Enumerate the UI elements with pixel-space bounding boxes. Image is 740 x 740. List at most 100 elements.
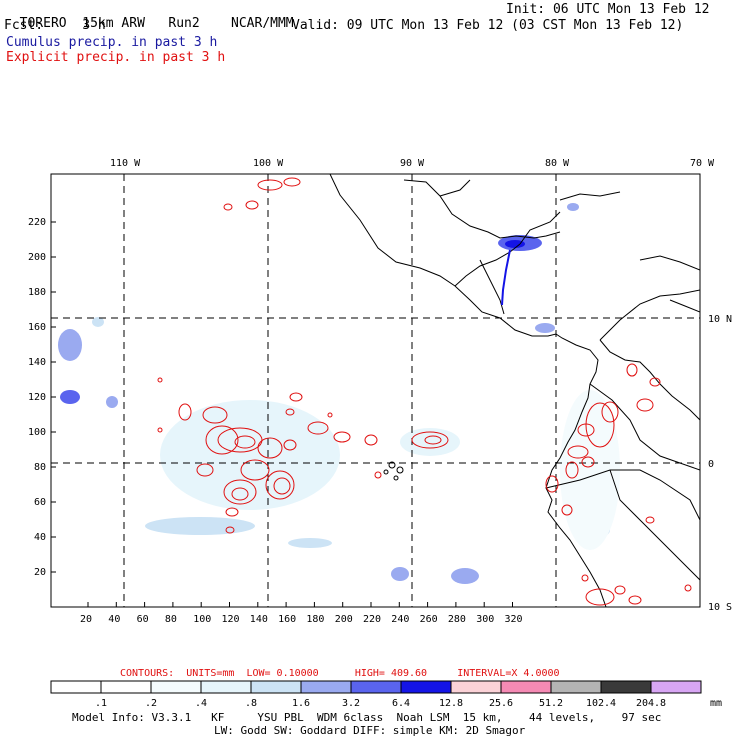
- x-tick-label: 160: [278, 614, 297, 625]
- x-tick-label: 320: [504, 614, 523, 625]
- lon-label: 100 W: [253, 158, 284, 169]
- cumulus-area: [145, 517, 255, 535]
- tick-marks: [51, 221, 513, 607]
- y-tick-label: 140: [27, 357, 46, 368]
- x-tick-label: 120: [221, 614, 240, 625]
- cumulus-area: [160, 400, 340, 510]
- cumulus-area: [505, 240, 525, 248]
- lon-label: 70 W: [690, 158, 715, 169]
- colorbar-level-label: 51.2: [538, 698, 564, 709]
- colorbar: [50, 680, 702, 694]
- y-tick-label: 60: [33, 497, 46, 508]
- colorbar-level-label: 25.6: [488, 698, 514, 709]
- colorbar-swatch: [100, 680, 152, 694]
- model-physics: LW: Godd SW: Goddard DIFF: simple KM: 2D…: [214, 724, 526, 737]
- y-tick-label: 220: [27, 217, 46, 228]
- colorbar-level-label: .2: [144, 698, 158, 709]
- lat-label: 10 S: [708, 602, 733, 613]
- contour-interval: INTERVAL=X 4.0000: [457, 668, 560, 679]
- x-tick-label: 260: [419, 614, 438, 625]
- forecast-hour: Fcst: 3 h: [4, 19, 106, 33]
- colorbar-level-label: 204.8: [635, 698, 667, 709]
- cumulus-area: [567, 203, 579, 211]
- x-tick-label: 280: [447, 614, 466, 625]
- x-tick-label: 140: [249, 614, 268, 625]
- y-tick-label: 200: [27, 252, 46, 263]
- lat-label: 0: [708, 459, 715, 470]
- colorbar-swatch: [650, 680, 702, 694]
- cumulus-area: [535, 323, 555, 333]
- init-time: Init: 06 UTC Mon 13 Feb 12: [506, 2, 710, 17]
- colorbar-swatch: [400, 680, 452, 694]
- x-tick-label: 180: [306, 614, 325, 625]
- y-tick-label: 120: [27, 392, 46, 403]
- colorbar-level-label: 12.8: [438, 698, 464, 709]
- colorbar-level-label: .8: [244, 698, 258, 709]
- y-tick-label: 180: [27, 287, 46, 298]
- x-tick-label: 220: [363, 614, 382, 625]
- y-tick-label: 20: [33, 567, 46, 578]
- y-tick-label: 40: [33, 532, 46, 543]
- colorbar-unit: mm: [709, 698, 723, 709]
- model-info: Model Info: V3.3.1 KF YSU PBL WDM 6class…: [72, 711, 662, 724]
- model-name: TORERO: [19, 16, 67, 31]
- lat-label: 10 N: [708, 314, 733, 325]
- colorbar-level-label: .4: [194, 698, 208, 709]
- colorbar-swatch: [150, 680, 202, 694]
- lon-label: 80 W: [545, 158, 570, 169]
- cumulus-area: [58, 329, 82, 361]
- colorbar-swatch: [50, 680, 102, 694]
- x-tick-label: 240: [391, 614, 410, 625]
- explicit-title: Explicit precip. in past 3 h: [6, 50, 226, 65]
- y-tick-label: 160: [27, 322, 46, 333]
- colorbar-swatch: [450, 680, 502, 694]
- contour-low: LOW= 0.10000: [246, 668, 319, 679]
- map-content: [51, 174, 700, 607]
- x-tick-label: 60: [136, 614, 149, 625]
- x-tick-label: 40: [108, 614, 121, 625]
- colorbar-swatch: [550, 680, 602, 694]
- org-label: NCAR/MMM: [231, 16, 294, 31]
- x-tick-label: 100: [193, 614, 212, 625]
- explicit-contours: [157, 177, 692, 606]
- colorbar-swatch: [500, 680, 552, 694]
- valid-time: Valid: 09 UTC Mon 13 Feb 12 (03 CST Mon …: [292, 18, 684, 33]
- run-label: Run2: [168, 16, 200, 31]
- colorbar-level-label: .1: [94, 698, 108, 709]
- colorbar-swatch: [300, 680, 352, 694]
- contour-label: CONTOURS:: [120, 668, 175, 679]
- colorbar-level-label: 102.4: [585, 698, 617, 709]
- cumulus-area: [106, 396, 118, 408]
- x-tick-label: 20: [80, 614, 93, 625]
- cumulus-area: [60, 390, 80, 404]
- cumulus-area: [391, 567, 409, 581]
- colorbar-swatch: [350, 680, 402, 694]
- cumulus-area: [451, 568, 479, 584]
- x-tick-label: 200: [334, 614, 353, 625]
- contour-units: UNITS=mm: [186, 668, 235, 679]
- contour-info: CONTOURS: UNITS=mm LOW= 0.10000 HIGH= 40…: [120, 668, 560, 679]
- resolution: 15km ARW: [82, 16, 145, 31]
- cumulus-shading: [58, 203, 620, 584]
- lat-lon-grid: [51, 174, 700, 607]
- y-tick-label: 80: [33, 462, 46, 473]
- cumulus-area: [288, 538, 332, 548]
- x-tick-label: 300: [476, 614, 495, 625]
- lon-label: 110 W: [110, 158, 141, 169]
- colorbar-level-label: 1.6: [291, 698, 311, 709]
- colorbar-swatch: [600, 680, 652, 694]
- colorbar-level-label: 6.4: [391, 698, 411, 709]
- y-tick-label: 100: [27, 427, 46, 438]
- cumulus-area: [92, 317, 104, 327]
- fcst-value: 3 h: [82, 18, 106, 33]
- colorbar-level-label: 3.2: [341, 698, 361, 709]
- fcst-label: Fcst:: [4, 18, 44, 33]
- colorbar-swatch: [200, 680, 252, 694]
- cumulus-title: Cumulus precip. in past 3 h: [6, 35, 218, 50]
- map-frame: [50, 173, 701, 608]
- coastlines: [329, 174, 700, 607]
- model-title: TORERO 15km ARW Run2 NCAR/MMM: [4, 3, 294, 31]
- cumulus-contour: [501, 249, 511, 306]
- contour-high: HIGH= 409.60: [354, 668, 428, 679]
